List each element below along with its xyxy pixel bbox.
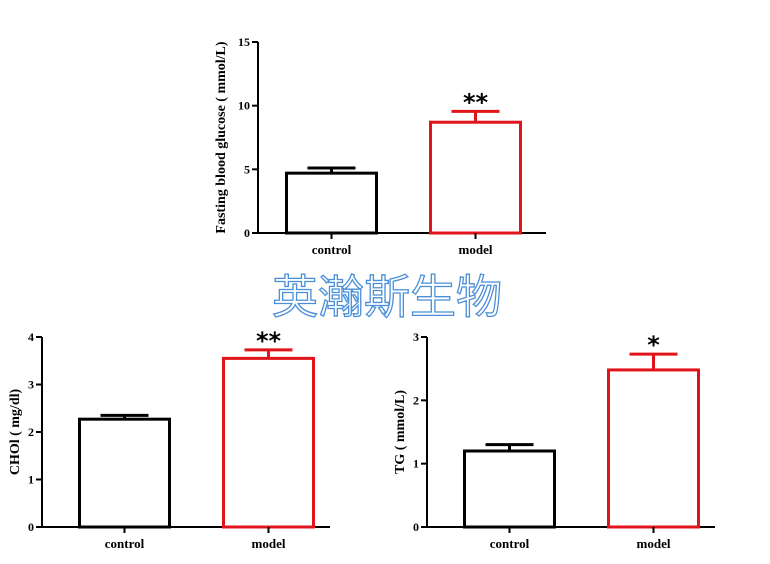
bar-model: [429, 120, 522, 235]
y-tick-label: 0: [413, 520, 419, 534]
y-axis-label: CHOl ( mg/dl): [8, 389, 23, 476]
significance-marker: *: [647, 331, 660, 359]
bar-model: [222, 356, 315, 529]
y-tick-label: 3: [28, 378, 34, 392]
x-tick-label: control: [490, 536, 530, 551]
y-axis-label: Fasting blood glucose ( mmol/L): [214, 41, 229, 233]
y-tick-label: 3: [413, 330, 419, 344]
y-tick-label: 0: [244, 226, 250, 240]
y-axis-label: TG ( mmol/L): [393, 390, 408, 474]
watermark: 英瀚斯生物: [272, 270, 502, 324]
y-tick-label: 2: [28, 425, 34, 439]
y-tick-label: 1: [28, 473, 34, 487]
x-tick-label: control: [105, 536, 145, 551]
y-tick-label: 0: [28, 520, 34, 534]
significance-marker: **: [463, 88, 489, 116]
y-tick-label: 10: [238, 99, 250, 113]
bar-control: [78, 417, 171, 529]
bar-control: [463, 449, 556, 529]
significance-marker: **: [256, 327, 282, 355]
y-tick-label: 2: [413, 393, 419, 407]
x-tick-label: model: [252, 536, 286, 551]
x-tick-label: model: [459, 242, 493, 257]
y-tick-label: 15: [238, 35, 250, 49]
x-tick-label: control: [312, 242, 352, 257]
bar-model: [607, 368, 700, 529]
y-tick-label: 4: [28, 330, 34, 344]
bar-control: [285, 171, 378, 235]
y-tick-label: 1: [413, 457, 419, 471]
x-tick-label: model: [637, 536, 671, 551]
y-tick-label: 5: [244, 162, 250, 176]
